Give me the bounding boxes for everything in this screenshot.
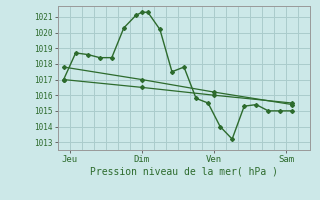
X-axis label: Pression niveau de la mer( hPa ): Pression niveau de la mer( hPa ): [90, 167, 278, 177]
